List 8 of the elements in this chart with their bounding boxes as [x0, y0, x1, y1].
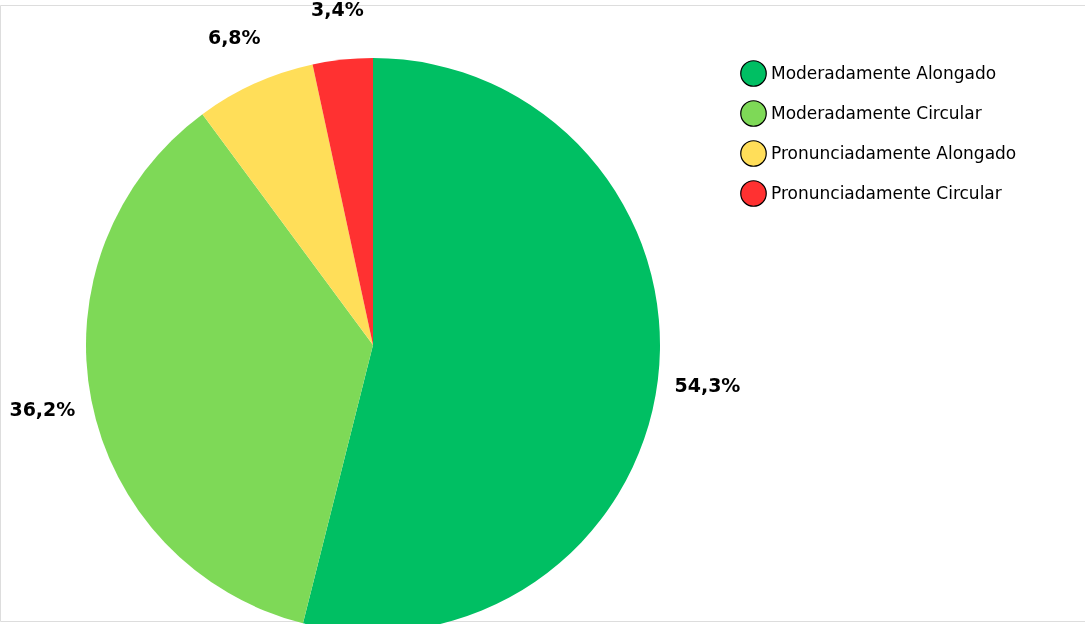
data-label: 36,2%: [9, 398, 76, 421]
legend-label: Moderadamente Alongado: [771, 62, 997, 83]
data-label: 54,3%: [674, 374, 741, 397]
legend-label: Moderadamente Circular: [771, 102, 982, 123]
data-label: 3,4%: [310, 0, 364, 20]
legend-label: Pronunciadamente Alongado: [771, 142, 1017, 163]
data-label: 6,8%: [207, 25, 261, 48]
legend-label: Pronunciadamente Circular: [771, 182, 1002, 203]
